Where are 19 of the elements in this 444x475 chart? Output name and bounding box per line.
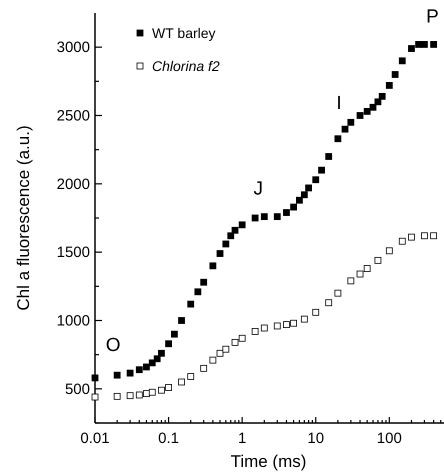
y-tick-label: 2000 [56, 176, 90, 193]
x-tick-label: 0.1 [158, 430, 180, 447]
y-tick-label: 1500 [56, 244, 90, 262]
y-tick-label: 3000 [56, 39, 90, 56]
x-axis-title: Time (ms) [230, 452, 306, 471]
annotation: J [254, 178, 264, 200]
legend-label: WT barley [152, 25, 216, 41]
legend-label: Chlorina f2 [152, 58, 220, 74]
annotation: O [106, 335, 121, 356]
y-tick-label: 500 [64, 380, 90, 398]
y-tick-label: 2500 [56, 108, 90, 124]
annotation: P [426, 6, 439, 28]
x-tick-label: 1 [238, 430, 246, 447]
x-tick-label: 10 [307, 430, 324, 447]
x-tick-label: 100 [376, 430, 402, 447]
y-axis-title: Chl a fluorescence (a.u.) [14, 125, 33, 311]
x-tick-label: 0.01 [80, 430, 110, 447]
annotation: I [336, 93, 342, 114]
y-tick-label: 1000 [56, 312, 90, 330]
